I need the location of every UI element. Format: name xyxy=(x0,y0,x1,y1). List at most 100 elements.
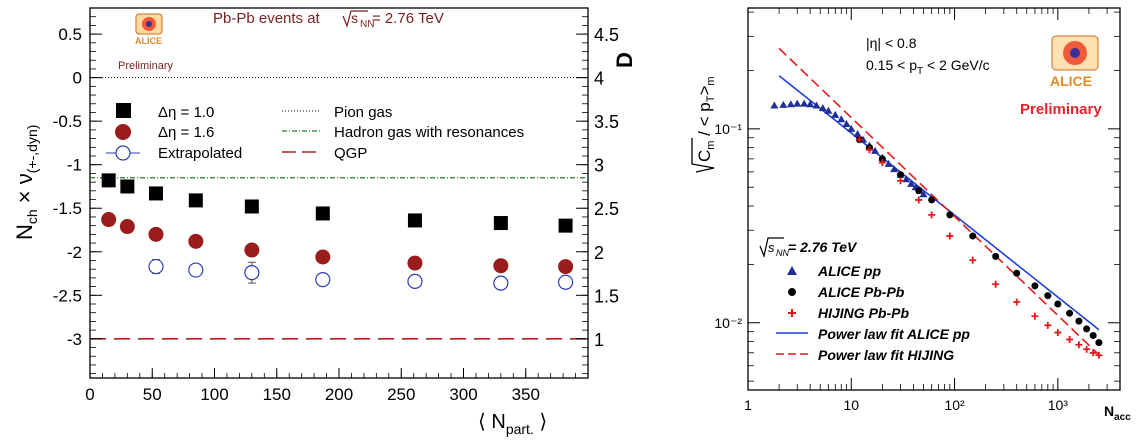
right-legend-energy: s NN = 2.76 TeV xyxy=(759,237,858,259)
left-x-axis-title: ⟨ Npart. ⟩ xyxy=(478,411,547,437)
point-alice-pbpb xyxy=(1044,292,1052,300)
left-y-tick-label: -1 xyxy=(67,156,82,175)
point-hijing xyxy=(1054,329,1062,337)
point-alice-pp xyxy=(786,100,795,108)
right-x-tick-label: 10 xyxy=(843,397,859,413)
left-x-tick-label: 0 xyxy=(85,385,94,404)
point-deta16 xyxy=(407,255,423,271)
point-alice-pbpb xyxy=(1054,300,1062,308)
point-alice-pbpb xyxy=(1095,339,1103,347)
right-axis-tick-label: 2 xyxy=(594,243,604,263)
point-hijing xyxy=(855,136,863,144)
left-y-tick-label: -0.5 xyxy=(53,112,82,131)
right-preliminary: Preliminary xyxy=(1020,101,1102,118)
right-alice-logo: ALICE xyxy=(1050,35,1099,89)
point-alice-pbpb xyxy=(1013,269,1021,277)
point-hijing xyxy=(915,196,923,204)
point-deta16 xyxy=(148,226,164,242)
point-deta16 xyxy=(315,249,331,265)
point-extrap xyxy=(148,258,164,275)
point-deta16 xyxy=(244,242,260,258)
point-hijing xyxy=(1095,351,1103,359)
point-deta10 xyxy=(101,173,116,188)
point-alice-pp xyxy=(800,99,809,107)
left-y-axis-title: Nch × ν(+-,dyn) xyxy=(12,125,40,240)
point-alice-pbpb xyxy=(1075,317,1083,325)
legend-label-qgp: QGP xyxy=(334,145,367,162)
legend-label-alice-pbpb: ALICE Pb-Pb xyxy=(817,284,905,300)
point-alice-pp xyxy=(853,130,862,138)
left-y-tick-label: -1.5 xyxy=(53,199,82,218)
point-deta10 xyxy=(244,199,259,214)
right-x-axis-title: Nacc xyxy=(1104,403,1131,423)
right-chart: 1 10 10² 10³ 10⁻¹ 10⁻² |η| < 0.8 0.15 < pT < … xyxy=(691,7,1131,423)
right-y-tick-label: 10⁻¹ xyxy=(714,121,742,137)
point-alice-pp xyxy=(847,124,856,132)
point-extrap xyxy=(407,273,423,289)
left-y-tick-label: 0.5 xyxy=(58,25,82,44)
point-extrap xyxy=(557,274,574,290)
legend-label-fit-pp: Power law fit ALICE pp xyxy=(818,326,970,342)
left-x-tick-label: 300 xyxy=(449,385,477,404)
point-hijing xyxy=(969,256,977,264)
svg-text:s: s xyxy=(768,240,775,255)
point-extrap xyxy=(315,272,331,288)
right-axis-tick-label: 1.5 xyxy=(594,286,619,306)
legend-marker-alice-pbpb xyxy=(788,288,796,296)
left-x-tick-label: 50 xyxy=(143,385,162,404)
legend-marker-deta10 xyxy=(116,103,131,118)
left-x-tick-label: 150 xyxy=(263,385,291,404)
right-x-tick-label: 1 xyxy=(744,397,752,413)
left-y-tick-label: -2 xyxy=(67,243,82,262)
point-alice-pbpb xyxy=(946,211,954,219)
point-deta16 xyxy=(119,219,135,235)
fit-line-alice-pp xyxy=(778,75,1100,331)
point-alice-pbpb xyxy=(1066,309,1074,317)
left-axes: 0 50 100 150 200 250 300 350 0.5 0 -0.5 -1 -1.5 -2 -2.… xyxy=(53,7,619,404)
left-right-axis-title: D xyxy=(612,52,637,68)
left-chart: Pb-Pb events at s NN = 2.76 TeV ALICE Pr… xyxy=(12,7,637,437)
svg-text:NN: NN xyxy=(360,19,374,30)
left-legend: Δη = 1.0 Δη = 1.6 Extrapolated Pion gas … xyxy=(106,103,524,162)
left-preliminary: Preliminary xyxy=(118,60,174,72)
point-alice-pp xyxy=(884,159,893,167)
point-alice-pp xyxy=(806,100,815,108)
right-y-axis-title: Cm / < pT>m xyxy=(691,76,717,173)
point-deta16 xyxy=(188,233,204,249)
legend-marker-alice-pp xyxy=(787,266,797,275)
point-deta10 xyxy=(493,216,508,231)
right-plot-frame xyxy=(747,7,1121,391)
left-x-tick-label: 100 xyxy=(200,385,228,404)
point-hijing xyxy=(1089,349,1097,357)
point-alice-pp xyxy=(812,101,821,109)
right-axis-tick-label: 4 xyxy=(594,69,604,89)
point-hijing xyxy=(1013,298,1021,306)
point-deta10 xyxy=(558,218,573,233)
point-hijing xyxy=(1044,321,1052,329)
legend-marker-hijing xyxy=(788,309,796,317)
point-extrap xyxy=(188,262,204,278)
legend-marker-extrap xyxy=(115,145,131,161)
left-title: Pb-Pb events at xyxy=(213,10,321,27)
right-fit-lines xyxy=(778,47,1102,358)
left-x-tick-label: 250 xyxy=(387,385,415,404)
point-alice-pp xyxy=(770,101,779,109)
point-hijing xyxy=(865,146,873,154)
point-deta10 xyxy=(315,206,330,221)
left-title-energy: = 2.76 TeV xyxy=(372,10,444,27)
point-deta10 xyxy=(407,213,422,228)
point-alice-pbpb xyxy=(1031,282,1039,290)
point-alice-pp xyxy=(842,119,851,127)
left-x-tick-label: 350 xyxy=(512,385,540,404)
left-y-tick-label: -2.5 xyxy=(53,286,82,305)
point-alice-pp xyxy=(818,104,827,112)
legend-label-hijing: HIJING Pb-Pb xyxy=(818,305,909,321)
point-alice-pbpb xyxy=(915,187,923,195)
left-x-tick-label: 200 xyxy=(325,385,353,404)
legend-marker-deta16 xyxy=(115,124,131,140)
svg-text:Nacc: Nacc xyxy=(1104,403,1131,423)
left-y-tick-label: -3 xyxy=(67,330,82,349)
right-x-tick-label: 10² xyxy=(944,397,965,413)
legend-label-extrap: Extrapolated xyxy=(158,145,242,162)
